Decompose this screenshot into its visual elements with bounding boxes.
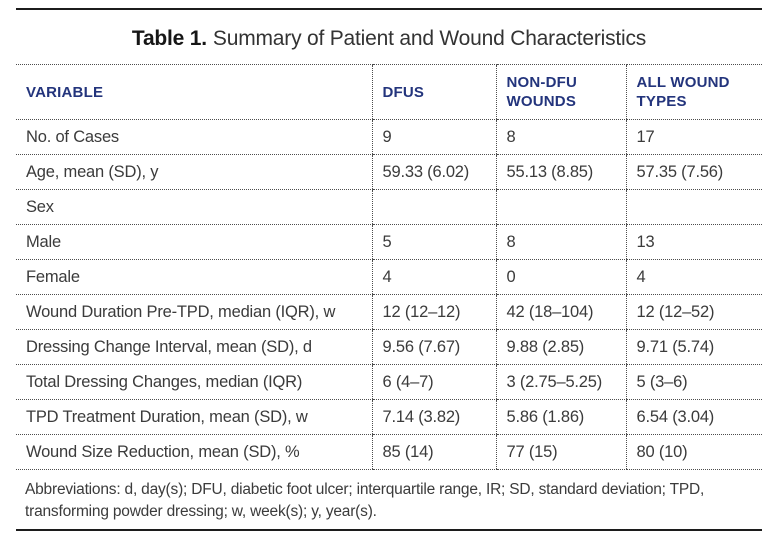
row-label: TPD Treatment Duration, mean (SD), w	[16, 399, 372, 435]
top-rule	[16, 8, 762, 10]
cell-dfus: 5	[371, 224, 496, 260]
table-row: No. of Cases 9 8 17	[16, 119, 762, 155]
cell-dfus: 9	[371, 119, 496, 155]
row-label: No. of Cases	[16, 119, 372, 155]
cell-non-dfu: 77 (15)	[495, 434, 626, 470]
table-row: Dressing Change Interval, mean (SD), d 9…	[16, 329, 762, 365]
col-header-variable: VARIABLE	[16, 64, 372, 120]
row-label: Dressing Change Interval, mean (SD), d	[16, 329, 372, 365]
bottom-rule	[16, 529, 762, 531]
cell-all: 80 (10)	[625, 434, 762, 470]
row-label: Wound Size Reduction, mean (SD), %	[16, 434, 372, 470]
cell-all	[625, 189, 762, 225]
row-label: Total Dressing Changes, median (IQR)	[16, 364, 372, 400]
cell-non-dfu: 42 (18–104)	[495, 294, 626, 330]
cell-dfus: 59.33 (6.02)	[371, 154, 496, 190]
row-label: Age, mean (SD), y	[16, 154, 372, 190]
summary-table: VARIABLE DFUS NON-DFU WOUNDS ALL WOUND T…	[16, 64, 762, 470]
cell-non-dfu: 9.88 (2.85)	[495, 329, 626, 365]
cell-dfus	[371, 189, 496, 225]
cell-all: 4	[625, 259, 762, 295]
table-row: Total Dressing Changes, median (IQR) 6 (…	[16, 364, 762, 400]
col-header-all-wounds: ALL WOUND TYPES	[625, 64, 762, 120]
cell-all: 6.54 (3.04)	[625, 399, 762, 435]
table-row: Sex	[16, 189, 762, 225]
cell-all: 5 (3–6)	[625, 364, 762, 400]
table-row: Male 5 8 13	[16, 224, 762, 260]
cell-non-dfu: 8	[495, 224, 626, 260]
table-title: Table 1. Summary of Patient and Wound Cha…	[0, 27, 778, 51]
table-title-text: Summary of Patient and Wound Characteris…	[212, 27, 647, 50]
cell-dfus: 12 (12–12)	[371, 294, 496, 330]
table-row: Female 4 0 4	[16, 259, 762, 295]
cell-dfus: 4	[371, 259, 496, 295]
table-title-label: Table 1.	[131, 27, 207, 50]
cell-all: 9.71 (5.74)	[625, 329, 762, 365]
cell-non-dfu: 8	[495, 119, 626, 155]
row-label: Wound Duration Pre-TPD, median (IQR), w	[16, 294, 372, 330]
cell-non-dfu: 55.13 (8.85)	[495, 154, 626, 190]
cell-dfus: 9.56 (7.67)	[371, 329, 496, 365]
abbreviations-footnote: Abbreviations: d, day(s); DFU, diabetic …	[25, 481, 705, 520]
cell-non-dfu: 3 (2.75–5.25)	[495, 364, 626, 400]
cell-non-dfu: 0	[495, 259, 626, 295]
col-header-non-dfu: NON-DFU WOUNDS	[495, 64, 626, 120]
table-row: Wound Duration Pre-TPD, median (IQR), w …	[16, 294, 762, 330]
col-header-dfus: DFUS	[371, 64, 496, 120]
row-label: Female	[16, 259, 372, 295]
header-row: VARIABLE DFUS NON-DFU WOUNDS ALL WOUND T…	[16, 64, 762, 120]
cell-non-dfu	[495, 189, 626, 225]
cell-all: 13	[625, 224, 762, 260]
cell-dfus: 6 (4–7)	[371, 364, 496, 400]
row-label: Male	[16, 224, 372, 260]
cell-all: 12 (12–52)	[625, 294, 762, 330]
cell-non-dfu: 5.86 (1.86)	[495, 399, 626, 435]
table-row: Wound Size Reduction, mean (SD), % 85 (1…	[16, 434, 762, 470]
cell-dfus: 85 (14)	[371, 434, 496, 470]
cell-all: 17	[625, 119, 762, 155]
cell-all: 57.35 (7.56)	[625, 154, 762, 190]
cell-dfus: 7.14 (3.82)	[371, 399, 496, 435]
row-label: Sex	[16, 189, 372, 225]
table-row: Age, mean (SD), y 59.33 (6.02) 55.13 (8.…	[16, 154, 762, 190]
table-row: TPD Treatment Duration, mean (SD), w 7.1…	[16, 399, 762, 435]
